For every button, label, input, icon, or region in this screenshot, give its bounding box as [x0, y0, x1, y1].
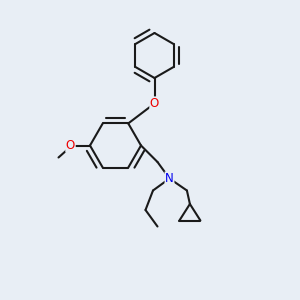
- Text: O: O: [66, 139, 75, 152]
- Text: O: O: [150, 97, 159, 110]
- Text: N: N: [165, 172, 174, 185]
